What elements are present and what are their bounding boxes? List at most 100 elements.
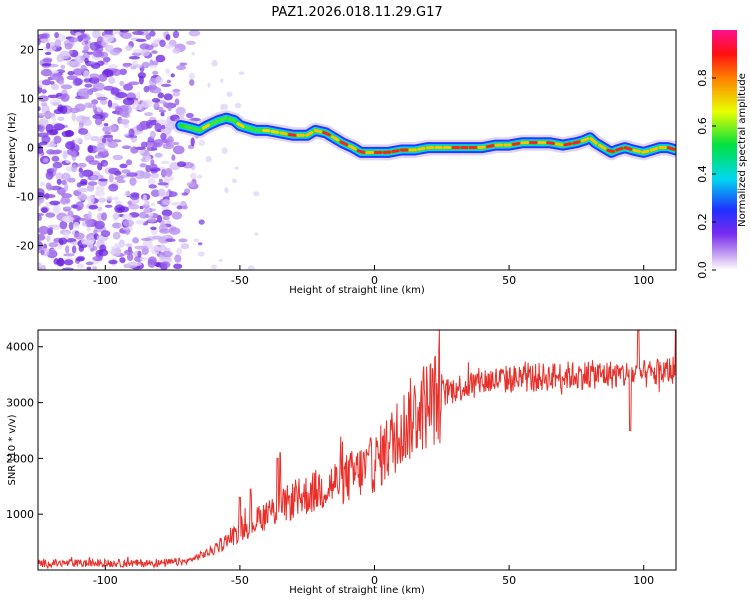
noise-blob — [60, 64, 66, 70]
noise-blob — [205, 156, 212, 163]
noise-blob — [92, 256, 102, 262]
noise-blob — [41, 79, 52, 86]
colorbar-label: Normalized spectral amplitude — [737, 73, 748, 227]
noise-blob — [152, 60, 159, 66]
noise-blob — [185, 40, 196, 46]
noise-blob — [122, 97, 135, 106]
noise-blob — [87, 145, 94, 153]
noise-blob — [170, 73, 175, 78]
ridge-peak — [244, 125, 254, 131]
noise-blob — [234, 102, 242, 109]
noise-blob — [102, 34, 114, 43]
noise-blob — [43, 193, 56, 199]
noise-blob — [73, 232, 85, 240]
noise-blob — [57, 257, 64, 266]
noise-blob — [154, 152, 163, 158]
top-x-axis-label: Height of straight line (km) — [289, 285, 425, 296]
noise-blob — [62, 206, 73, 210]
noise-blob — [122, 227, 130, 231]
noise-blob — [162, 215, 170, 221]
noise-blob — [149, 163, 158, 170]
noise-blob — [148, 212, 154, 217]
noise-blob — [87, 211, 92, 220]
noise-blob — [144, 112, 154, 117]
noise-blob — [157, 214, 163, 223]
noise-blob — [181, 192, 189, 196]
noise-blob — [95, 92, 102, 97]
top-x-tick-label: 50 — [502, 274, 516, 287]
ridge-peak — [598, 143, 607, 151]
noise-blob — [38, 106, 41, 112]
noise-blob — [93, 229, 98, 234]
noise-blob — [38, 201, 41, 207]
noise-blob — [40, 249, 45, 256]
noise-blob — [140, 141, 148, 148]
noise-blob — [78, 171, 85, 178]
noise-blob — [88, 205, 99, 210]
noise-blob — [149, 59, 154, 67]
noise-blob — [189, 79, 195, 86]
noise-blob — [40, 33, 50, 39]
noise-blob — [38, 225, 50, 235]
noise-blob — [191, 51, 195, 56]
noise-blob — [149, 130, 156, 139]
noise-blob — [40, 265, 46, 270]
noise-blob — [146, 146, 152, 152]
noise-blob — [64, 245, 70, 254]
noise-blob — [64, 42, 73, 50]
noise-blob — [119, 118, 130, 125]
noise-blob — [41, 207, 48, 214]
bottom-x-tick-label: -100 — [93, 574, 118, 587]
noise-speckle — [38, 30, 260, 270]
noise-blob — [78, 167, 83, 173]
colorbar-tick-label: 0.2 — [696, 213, 709, 231]
noise-blob — [188, 72, 195, 82]
noise-blob — [132, 237, 140, 244]
noise-blob — [76, 182, 82, 188]
noise-blob — [114, 204, 125, 214]
noise-blob — [84, 102, 93, 108]
noise-blob — [63, 231, 70, 241]
noise-blob — [148, 64, 158, 68]
snr-series-line — [38, 330, 676, 569]
top-x-ticks: -100 -50 0 50 100 — [93, 265, 654, 287]
noise-blob — [92, 114, 104, 120]
noise-blob — [87, 195, 95, 205]
noise-blob — [72, 150, 77, 157]
noise-blob — [38, 148, 44, 154]
noise-blob — [81, 169, 94, 177]
noise-blob — [182, 205, 188, 210]
noise-blob — [143, 85, 150, 93]
noise-blob — [160, 160, 170, 165]
noise-blob — [151, 50, 158, 54]
noise-blob — [39, 38, 51, 42]
noise-blob — [176, 64, 187, 71]
ridge-peak — [546, 141, 555, 145]
noise-blob — [82, 52, 90, 60]
noise-blob — [71, 245, 77, 254]
noise-blob — [197, 251, 205, 257]
noise-blob — [188, 30, 201, 37]
noise-blob — [101, 137, 107, 144]
noise-blob — [145, 33, 152, 41]
noise-blob — [128, 128, 135, 138]
noise-blob — [101, 212, 108, 221]
noise-blob — [68, 221, 74, 231]
noise-blob — [126, 172, 138, 177]
noise-blob — [66, 60, 78, 67]
ridge-peak — [287, 133, 297, 137]
noise-blob — [172, 30, 180, 39]
noise-blob — [131, 52, 142, 57]
noise-blob — [142, 194, 147, 202]
noise-blob — [150, 173, 159, 179]
colorbar-tick-label: 0.6 — [696, 117, 709, 135]
noise-blob — [112, 222, 122, 229]
noise-blob — [38, 215, 42, 221]
colorbar-tick-label: 0.8 — [696, 69, 709, 87]
noise-blob — [138, 75, 144, 85]
noise-blob — [51, 166, 58, 172]
noise-blob — [148, 184, 157, 189]
ridge-peak — [554, 142, 564, 147]
noise-blob — [162, 101, 169, 108]
noise-blob — [112, 212, 120, 220]
